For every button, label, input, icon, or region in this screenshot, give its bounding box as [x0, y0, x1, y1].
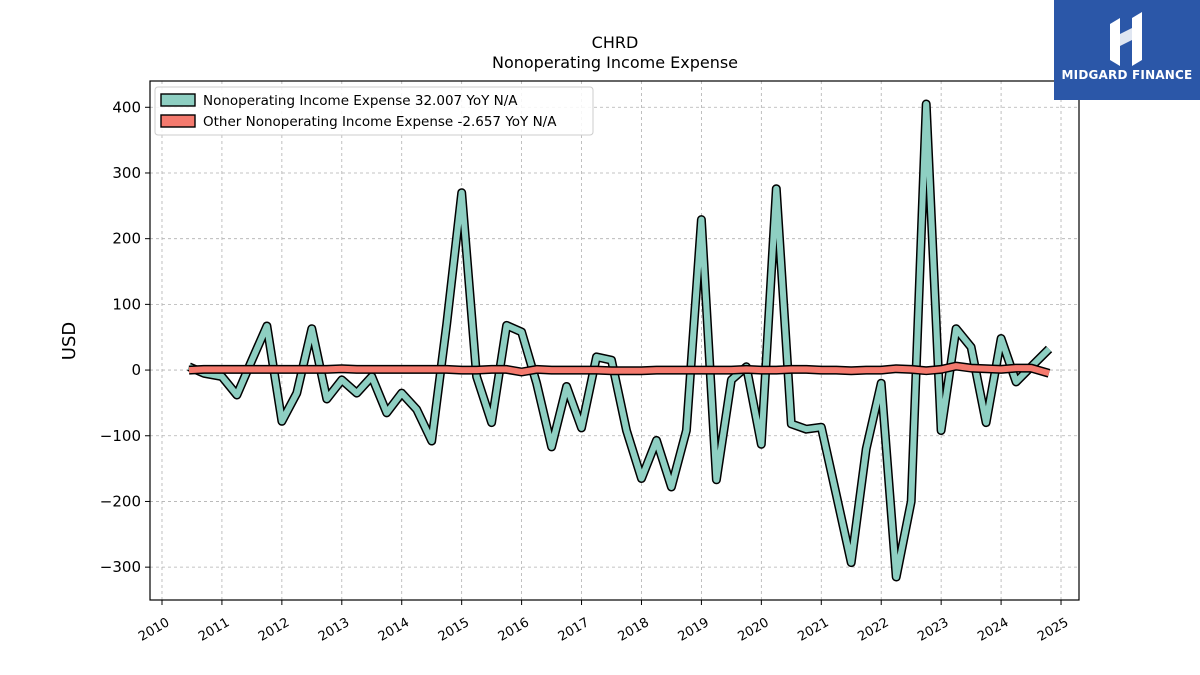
y-tick-label: 200 [112, 230, 141, 248]
x-tick-label: 2013 [316, 615, 352, 645]
x-tick-label: 2023 [915, 615, 951, 645]
x-tick-label: 2015 [436, 615, 472, 645]
x-tick-label: 2016 [496, 615, 532, 645]
y-axis-label: USD [59, 322, 80, 360]
series-layer [187, 99, 1053, 582]
midgard-logo-icon [1110, 12, 1142, 66]
y-tick-label: 100 [112, 295, 141, 313]
logo-wordmark: MIDGARD FINANCE [1061, 68, 1193, 82]
y-tick-label: −100 [100, 427, 141, 445]
legend-box [154, 86, 594, 136]
x-tick-label: 2010 [136, 615, 172, 645]
y-tick-label: −200 [100, 492, 141, 510]
plot-area-frame [149, 80, 1080, 601]
x-tick-label: 2022 [855, 615, 891, 645]
y-tick-label: 300 [112, 164, 141, 182]
x-tick-label: 2025 [1035, 615, 1071, 645]
chart-title: CHRD [592, 33, 639, 52]
y-tick-label: 0 [131, 361, 141, 379]
y-tick-label: 400 [112, 98, 141, 116]
legend-swatch-nonoperating [160, 93, 196, 107]
x-tick-label: 2019 [676, 615, 712, 645]
brand-logo: MIDGARD FINANCE [1054, 0, 1200, 100]
x-tick-label: 2012 [256, 615, 292, 645]
grid [150, 81, 1079, 600]
series-other-nonoperating-income-expense-line [188, 363, 1050, 377]
x-tick-label: 2018 [616, 615, 652, 645]
legend-entry-nonoperating: Nonoperating Income Expense 32.007 YoY N… [203, 93, 518, 109]
x-tick-label: 2024 [975, 615, 1011, 645]
legend-entry-other-nonoperating: Other Nonoperating Income Expense -2.657… [203, 114, 557, 130]
series-nonoperating-income-expense-line [187, 101, 1052, 580]
x-tick-label: 2014 [376, 615, 412, 645]
x-tick-label: 2017 [556, 615, 592, 645]
x-tick-label: 2011 [196, 615, 232, 645]
legend: Nonoperating Income Expense 32.007 YoY N… [154, 86, 594, 136]
chart-subtitle: Nonoperating Income Expense [492, 53, 738, 72]
y-tick-label: −300 [100, 558, 141, 576]
x-tick-label: 2021 [795, 615, 831, 645]
x-tick-label: 2020 [736, 615, 772, 645]
legend-swatch-other-nonoperating [160, 114, 196, 128]
